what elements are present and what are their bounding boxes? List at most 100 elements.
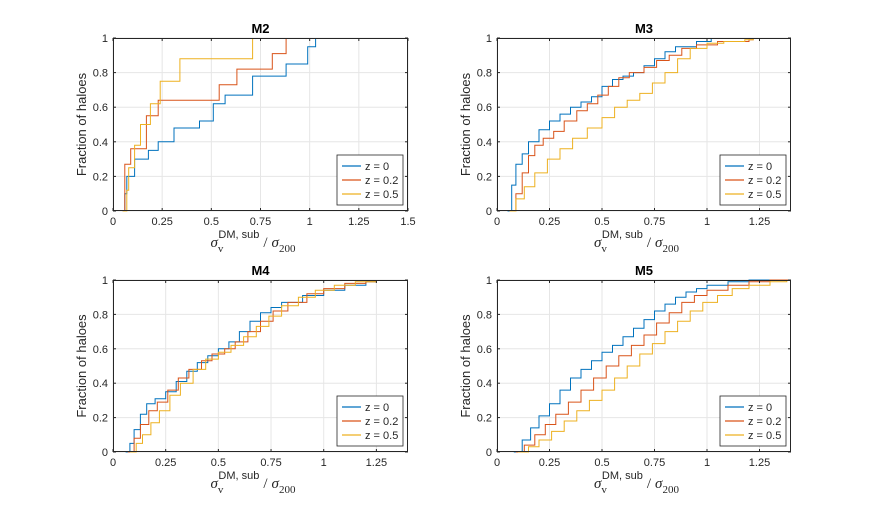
x-tick-label: 0.75: [644, 216, 665, 228]
x-tick-label: 0.5: [594, 216, 609, 228]
x-label-subscript-200: 200: [662, 243, 679, 255]
x-label-subscript-200: 200: [279, 243, 296, 255]
x-tick-label: 1.25: [749, 216, 770, 228]
x-label-slash: /: [263, 235, 268, 251]
series-line-z-0-2: [122, 38, 287, 212]
x-tick-label: 0: [494, 457, 500, 469]
x-label-sigma: σ: [211, 235, 219, 251]
y-tick-label: 0.8: [93, 309, 108, 321]
x-label-subscript-v: v: [218, 243, 224, 255]
x-tick-label: 0.25: [539, 457, 560, 469]
y-tick-label: 1: [486, 275, 492, 287]
legend-label: z = 0.5: [365, 430, 398, 442]
y-tick-label: 0.6: [93, 344, 108, 356]
panel-title: M4: [251, 263, 270, 278]
x-label-slash: /: [263, 476, 268, 492]
series-line-z-0: [125, 280, 377, 453]
panel-m2: 0 0.25 0.5 0.75 1 1.25 1.5 0 0.2 0.4 0.6 0.8 1 M2 Frac…: [74, 21, 416, 255]
y-tick-label: 0.8: [93, 68, 108, 80]
x-tick-label: 0.5: [211, 457, 226, 469]
legend-label: z = 0.2: [748, 175, 781, 187]
legend-label: z = 0.5: [365, 189, 398, 201]
y-axis-label: Fraction of haloes: [74, 72, 89, 176]
series-line-z-0-5: [122, 38, 254, 212]
x-tick-label: 0.75: [260, 457, 281, 469]
legend: z = 0 z = 0.2 z = 0.5: [719, 154, 787, 206]
legend: z = 0 z = 0.2 z = 0.5: [336, 154, 404, 206]
y-tick-label: 0.2: [93, 413, 108, 425]
legend-label: z = 0: [365, 402, 389, 414]
x-tick-label: 0.5: [204, 216, 219, 228]
x-tick-label: 1: [704, 457, 710, 469]
legend-label: z = 0.2: [365, 175, 398, 187]
x-tick-label: 0: [110, 216, 116, 228]
y-tick-label: 0.2: [477, 413, 492, 425]
x-label-subscript-v: v: [601, 243, 607, 255]
series-line-z-0-2: [127, 280, 377, 453]
y-tick-label: 0.8: [477, 309, 492, 321]
axes-box: [113, 280, 408, 452]
y-tick-label: 0.2: [93, 171, 108, 183]
x-tick-label: 1.25: [749, 457, 770, 469]
x-label-sigma: σ: [594, 235, 602, 251]
x-tick-label: 1.25: [348, 216, 369, 228]
x-tick-label: 0: [110, 457, 116, 469]
y-tick-label: 0.2: [477, 171, 492, 183]
panel-m3: 0 0.25 0.5 0.75 1 1.25 0 0.2 0.4 0.6 0.8 1 M3 Fractio…: [458, 21, 791, 255]
x-label-superscript: DM, sub: [218, 229, 259, 241]
panel-m5: 0 0.25 0.5 0.75 1 1.25 0 0.2 0.4 0.6 0.8 1 M5 Fractio…: [458, 263, 791, 496]
x-tick-label: 0.25: [155, 457, 176, 469]
series-line-z-0: [122, 38, 317, 212]
y-tick-label: 0: [486, 447, 492, 459]
x-label-superscript: DM, sub: [602, 470, 643, 482]
x-tick-label: 1.25: [366, 457, 387, 469]
panel-title: M3: [635, 21, 653, 36]
legend-label: z = 0: [365, 161, 389, 173]
y-tick-label: 0.4: [477, 137, 492, 149]
legend: z = 0 z = 0.2 z = 0.5: [336, 395, 404, 447]
x-label-sigma2: σ: [655, 476, 663, 492]
y-tick-label: 1: [486, 33, 492, 45]
x-label-sigma: σ: [211, 476, 219, 492]
series-line-z-0: [507, 38, 712, 212]
x-label-slash: /: [647, 476, 652, 492]
legend-label: z = 0: [748, 402, 772, 414]
axes-box: [497, 38, 791, 211]
x-tick-label: 0.25: [539, 216, 560, 228]
x-tick-label: 0.25: [151, 216, 172, 228]
legend-label: z = 0.2: [748, 416, 781, 428]
x-label-sigma2: σ: [272, 235, 280, 251]
y-tick-label: 0: [486, 206, 492, 218]
x-label-subscript-200: 200: [279, 484, 296, 496]
series-line-z-0-5: [509, 38, 754, 212]
y-tick-label: 0.4: [477, 378, 492, 390]
x-tick-label: 0: [494, 216, 500, 228]
legend-label: z = 0.2: [365, 416, 398, 428]
y-tick-label: 0.6: [477, 102, 492, 114]
y-axis-label: Fraction of haloes: [74, 314, 89, 418]
panel-m4: 0 0.25 0.5 0.75 1 1.25 0 0.2 0.4 0.6 0.8 1 M4 Fractio…: [74, 263, 408, 496]
series-line-z-0-5: [518, 280, 788, 453]
axes-box: [497, 280, 791, 452]
legend-label: z = 0.5: [748, 189, 781, 201]
y-axis-label: Fraction of haloes: [458, 314, 473, 418]
x-axis-label: σvDM, sub / σ200: [211, 229, 296, 255]
series-line-z-0-5: [129, 280, 377, 453]
y-tick-label: 0.4: [93, 137, 108, 149]
x-tick-label: 1: [307, 216, 313, 228]
legend: z = 0 z = 0.2 z = 0.5: [719, 395, 787, 447]
legend-label: z = 0.5: [748, 430, 781, 442]
legend-label: z = 0: [748, 161, 772, 173]
y-tick-label: 0.6: [477, 344, 492, 356]
y-tick-label: 0.8: [477, 68, 492, 80]
x-label-slash: /: [647, 235, 652, 251]
x-axis-label: σvDM, sub / σ200: [594, 470, 679, 496]
x-axis-label: σvDM, sub / σ200: [594, 229, 679, 255]
x-tick-label: 0.75: [250, 216, 271, 228]
y-tick-label: 1: [102, 33, 108, 45]
panel-title: M2: [251, 21, 269, 36]
y-tick-label: 0: [102, 447, 108, 459]
x-tick-label: 0.75: [644, 457, 665, 469]
x-label-sigma2: σ: [655, 235, 663, 251]
